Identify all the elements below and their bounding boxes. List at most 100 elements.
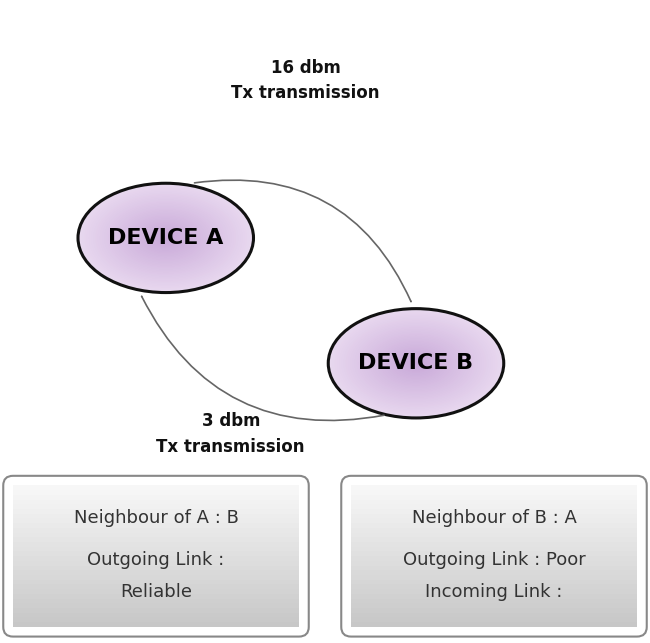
Ellipse shape bbox=[374, 338, 458, 389]
FancyBboxPatch shape bbox=[13, 613, 299, 617]
FancyBboxPatch shape bbox=[351, 566, 637, 570]
Ellipse shape bbox=[84, 187, 247, 289]
Ellipse shape bbox=[109, 203, 223, 273]
FancyBboxPatch shape bbox=[13, 495, 299, 500]
FancyBboxPatch shape bbox=[351, 532, 637, 538]
Ellipse shape bbox=[372, 336, 460, 390]
Ellipse shape bbox=[129, 215, 203, 261]
Ellipse shape bbox=[122, 211, 209, 265]
FancyBboxPatch shape bbox=[13, 603, 299, 608]
FancyBboxPatch shape bbox=[351, 599, 637, 603]
FancyBboxPatch shape bbox=[351, 514, 637, 518]
Ellipse shape bbox=[410, 359, 422, 367]
Ellipse shape bbox=[83, 186, 249, 290]
FancyBboxPatch shape bbox=[351, 538, 637, 542]
Ellipse shape bbox=[400, 354, 432, 373]
Text: Tx transmission: Tx transmission bbox=[157, 438, 305, 456]
Ellipse shape bbox=[111, 204, 220, 272]
Ellipse shape bbox=[155, 231, 177, 245]
Text: Tx transmission: Tx transmission bbox=[231, 84, 380, 102]
Ellipse shape bbox=[161, 235, 170, 240]
FancyBboxPatch shape bbox=[13, 584, 299, 589]
FancyBboxPatch shape bbox=[13, 599, 299, 603]
FancyBboxPatch shape bbox=[351, 575, 637, 580]
Ellipse shape bbox=[120, 209, 212, 267]
FancyBboxPatch shape bbox=[351, 490, 637, 495]
Ellipse shape bbox=[335, 312, 497, 414]
FancyBboxPatch shape bbox=[351, 594, 637, 599]
Ellipse shape bbox=[376, 339, 456, 388]
Ellipse shape bbox=[131, 216, 201, 260]
FancyBboxPatch shape bbox=[13, 580, 299, 584]
FancyBboxPatch shape bbox=[351, 622, 637, 627]
Ellipse shape bbox=[328, 309, 504, 418]
FancyBboxPatch shape bbox=[13, 547, 299, 552]
FancyBboxPatch shape bbox=[351, 589, 637, 594]
FancyBboxPatch shape bbox=[13, 523, 299, 528]
FancyBboxPatch shape bbox=[351, 542, 637, 547]
Ellipse shape bbox=[350, 322, 482, 404]
Text: Outgoing Link : Poor: Outgoing Link : Poor bbox=[402, 552, 586, 570]
Ellipse shape bbox=[363, 331, 469, 396]
Ellipse shape bbox=[89, 190, 242, 285]
Text: 16 dbm: 16 dbm bbox=[270, 59, 341, 77]
Ellipse shape bbox=[144, 224, 188, 251]
Ellipse shape bbox=[355, 325, 477, 401]
FancyBboxPatch shape bbox=[13, 542, 299, 547]
Ellipse shape bbox=[344, 318, 488, 408]
Ellipse shape bbox=[359, 328, 473, 399]
Ellipse shape bbox=[379, 340, 453, 386]
Ellipse shape bbox=[398, 352, 434, 374]
Ellipse shape bbox=[339, 316, 493, 411]
Text: Reliable: Reliable bbox=[120, 583, 192, 601]
FancyBboxPatch shape bbox=[13, 570, 299, 575]
Ellipse shape bbox=[333, 311, 499, 415]
FancyArrowPatch shape bbox=[142, 296, 384, 421]
Ellipse shape bbox=[137, 220, 194, 256]
FancyBboxPatch shape bbox=[13, 504, 299, 509]
FancyBboxPatch shape bbox=[351, 518, 637, 523]
Ellipse shape bbox=[115, 206, 216, 269]
FancyBboxPatch shape bbox=[13, 528, 299, 532]
FancyBboxPatch shape bbox=[351, 552, 637, 556]
FancyBboxPatch shape bbox=[13, 514, 299, 518]
Ellipse shape bbox=[140, 221, 192, 255]
Ellipse shape bbox=[368, 333, 464, 394]
FancyBboxPatch shape bbox=[13, 589, 299, 594]
Text: 3 dbm: 3 dbm bbox=[202, 412, 260, 430]
Ellipse shape bbox=[107, 201, 225, 275]
FancyBboxPatch shape bbox=[351, 528, 637, 532]
FancyBboxPatch shape bbox=[351, 500, 637, 504]
FancyBboxPatch shape bbox=[13, 622, 299, 627]
Ellipse shape bbox=[403, 355, 429, 372]
FancyBboxPatch shape bbox=[13, 575, 299, 580]
FancyBboxPatch shape bbox=[351, 580, 637, 584]
Ellipse shape bbox=[330, 310, 502, 417]
Text: Incoming Link :: Incoming Link : bbox=[425, 583, 563, 601]
Ellipse shape bbox=[150, 228, 181, 248]
Text: Neighbour of B : A: Neighbour of B : A bbox=[411, 509, 577, 527]
Ellipse shape bbox=[370, 334, 462, 392]
FancyBboxPatch shape bbox=[351, 509, 637, 514]
FancyBboxPatch shape bbox=[13, 556, 299, 561]
Ellipse shape bbox=[411, 361, 421, 366]
Text: Neighbour of A : B: Neighbour of A : B bbox=[73, 509, 239, 527]
Ellipse shape bbox=[385, 344, 447, 383]
Ellipse shape bbox=[104, 199, 228, 276]
Ellipse shape bbox=[383, 343, 449, 384]
FancyBboxPatch shape bbox=[13, 500, 299, 504]
Ellipse shape bbox=[142, 223, 190, 253]
Ellipse shape bbox=[153, 230, 179, 246]
FancyBboxPatch shape bbox=[13, 532, 299, 538]
FancyBboxPatch shape bbox=[351, 556, 637, 561]
FancyBboxPatch shape bbox=[351, 603, 637, 608]
Ellipse shape bbox=[341, 317, 491, 410]
Ellipse shape bbox=[148, 227, 183, 249]
Ellipse shape bbox=[96, 194, 236, 282]
Ellipse shape bbox=[100, 197, 231, 279]
Ellipse shape bbox=[159, 234, 172, 242]
FancyBboxPatch shape bbox=[13, 608, 299, 613]
Ellipse shape bbox=[118, 208, 214, 268]
Text: DEVICE A: DEVICE A bbox=[108, 228, 224, 248]
Ellipse shape bbox=[405, 356, 427, 370]
